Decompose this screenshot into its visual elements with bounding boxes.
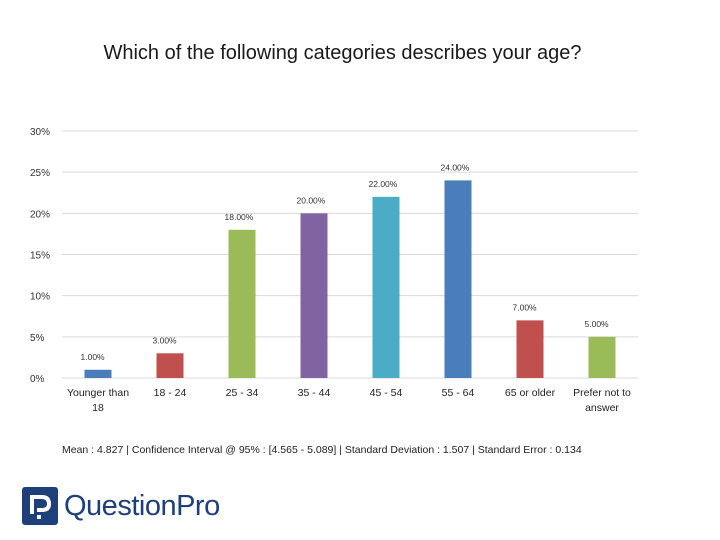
y-tick-label: 30%	[30, 127, 50, 138]
data-label: 3.00%	[153, 335, 178, 345]
x-axis-tick-labels: Younger than 18 18 - 24 25 - 34 35 - 44 45 - …	[67, 387, 631, 414]
x-tick-label: answer	[585, 402, 619, 414]
questionpro-logo: QuestionPro	[22, 486, 220, 526]
bar-chart: 0% 5% 10% 15% 20% 25% 30% 1.00% 3.00% 18.00% 20.0…	[30, 127, 638, 414]
x-tick-label: 65 or older	[505, 387, 556, 399]
data-label: 18.00%	[225, 212, 254, 222]
x-tick-label: 25 - 34	[226, 387, 259, 399]
bar	[372, 196, 400, 378]
y-tick-label: 15%	[30, 251, 50, 262]
data-label: 5.00%	[585, 319, 610, 329]
bars	[84, 180, 616, 378]
bar	[588, 336, 616, 378]
x-tick-label: Younger than	[67, 387, 129, 399]
bar	[84, 369, 112, 378]
y-tick-label: 5%	[30, 333, 45, 344]
chart-title: Which of the following categories descri…	[103, 42, 582, 64]
x-tick-label: 35 - 44	[298, 387, 331, 399]
y-tick-label: 20%	[30, 209, 50, 220]
bar	[228, 229, 256, 378]
data-label: 1.00%	[81, 352, 106, 362]
y-axis-tick-labels: 0% 5% 10% 15% 20% 25% 30%	[30, 127, 50, 385]
y-tick-label: 10%	[30, 292, 50, 303]
questionpro-logo-icon	[22, 487, 58, 525]
logo-wordmark: QuestionPro	[64, 489, 220, 522]
summary-statistics: Mean : 4.827 | Confidence Interval @ 95%…	[62, 444, 582, 456]
x-tick-label: 55 - 64	[442, 387, 475, 399]
y-tick-label: 0%	[30, 374, 45, 385]
x-tick-label: 18 - 24	[154, 387, 187, 399]
gridlines	[62, 130, 638, 379]
x-tick-label: 18	[92, 402, 104, 414]
data-label: 22.00%	[369, 179, 398, 189]
data-label: 20.00%	[297, 195, 326, 205]
x-tick-label: 45 - 54	[370, 387, 403, 399]
y-tick-label: 25%	[30, 168, 50, 179]
data-label: 24.00%	[441, 162, 470, 172]
bar	[444, 180, 472, 378]
data-label: 7.00%	[513, 302, 538, 312]
bar	[156, 353, 184, 378]
bar	[516, 320, 544, 378]
x-tick-label: Prefer not to	[573, 387, 631, 399]
data-labels: 1.00% 3.00% 18.00% 20.00% 22.00% 24.00% 7.00% 5…	[81, 162, 610, 361]
bar	[300, 213, 328, 378]
